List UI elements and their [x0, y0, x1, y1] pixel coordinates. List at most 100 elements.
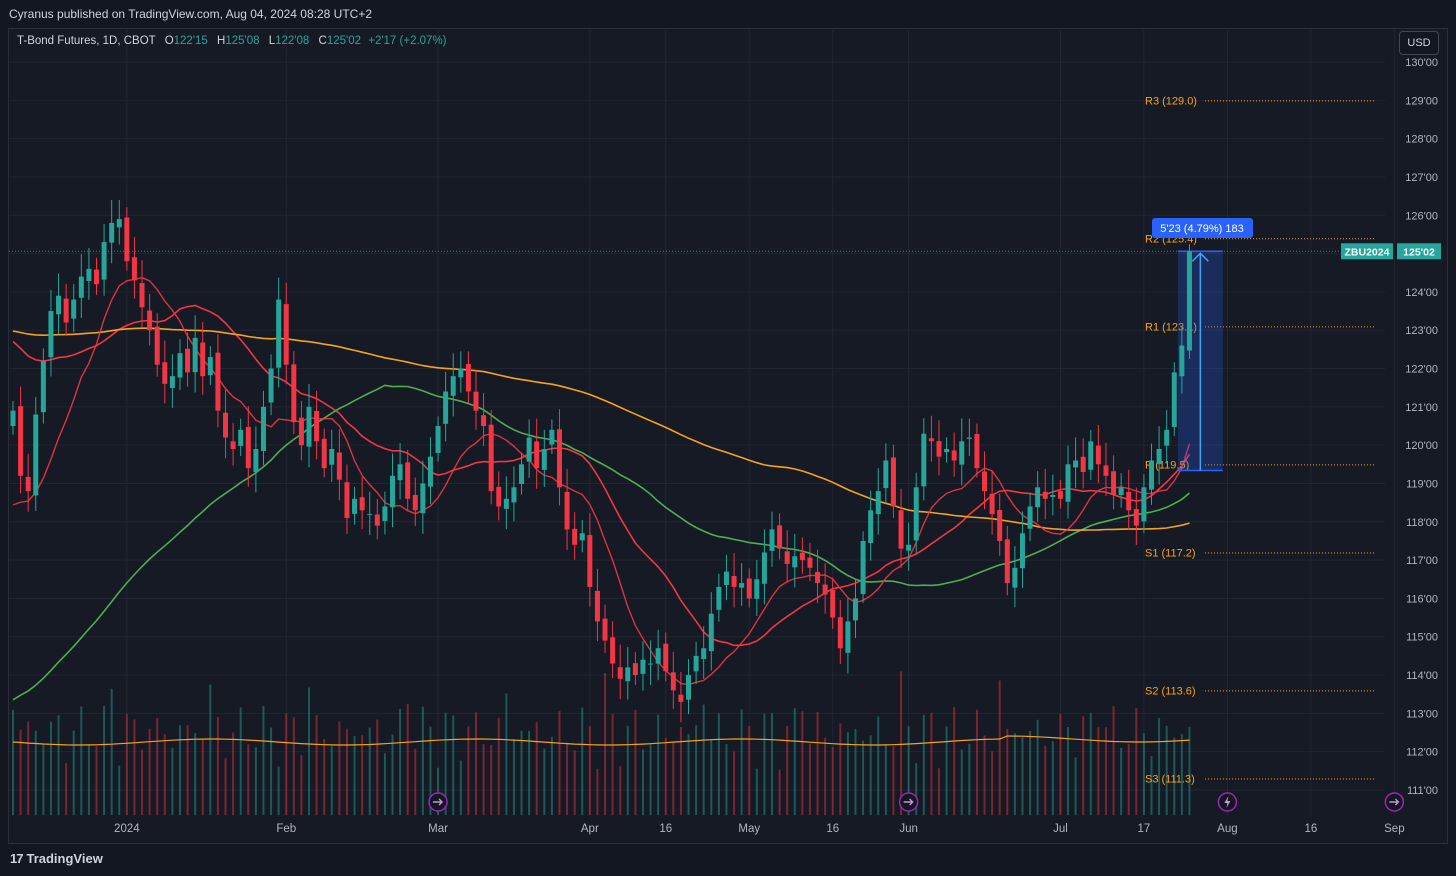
volume-bar — [634, 710, 637, 815]
candle-body — [420, 483, 426, 514]
volume-bar — [315, 714, 318, 815]
volume-bar — [763, 713, 766, 815]
volume-bar — [353, 735, 356, 815]
volume-bar — [626, 726, 629, 815]
volume-bar — [550, 736, 553, 815]
price-tick: 127'00 — [1405, 172, 1438, 184]
volume-bar — [930, 712, 933, 815]
candle-body — [594, 590, 600, 622]
candles — [10, 199, 1192, 723]
volume-bar — [1074, 757, 1077, 815]
candle-body — [1095, 445, 1101, 465]
volume-bar — [695, 725, 698, 815]
open-value: 122'15 — [173, 35, 208, 47]
time-tick: Feb — [276, 823, 296, 835]
price-tick: 121'00 — [1405, 402, 1438, 414]
candle-body — [473, 391, 479, 411]
volume-bar — [391, 734, 394, 815]
volume-bar — [717, 713, 720, 815]
candle-body — [792, 556, 798, 568]
candle-body — [769, 529, 775, 551]
low-label: L — [268, 35, 276, 47]
tradingview-logo[interactable]: 17 TradingView — [10, 851, 103, 866]
candle-body — [367, 514, 373, 516]
volume-bar — [1097, 727, 1100, 815]
volume-bar — [368, 727, 371, 815]
grid-lines — [9, 30, 1395, 815]
volume-bar — [664, 737, 667, 815]
volume-bar — [1112, 706, 1115, 815]
candle-body — [754, 579, 760, 599]
price-tick: 116'00 — [1406, 593, 1438, 605]
candle-body — [458, 368, 464, 378]
volume-bar — [224, 758, 227, 815]
volume-bar — [1142, 733, 1145, 815]
candle-body — [602, 618, 608, 641]
candle-body — [815, 571, 821, 584]
candle-body — [481, 415, 487, 426]
candle-body — [131, 257, 137, 281]
candle-body — [101, 242, 107, 280]
candle-body — [739, 583, 745, 588]
volume-bar — [619, 766, 622, 815]
time-tick: 16 — [659, 823, 672, 835]
candle-body — [192, 337, 198, 373]
volume-bar — [178, 725, 181, 815]
volume-bar — [239, 707, 242, 815]
candle-body — [625, 667, 631, 682]
symbol-legend: T-Bond Futures, 1D, CBOT O122'15 H125'08… — [17, 33, 447, 49]
candle-body — [549, 429, 555, 445]
volume-bar — [960, 749, 963, 815]
volume-bar — [900, 671, 903, 815]
volume-bar — [201, 739, 204, 815]
symbol-name[interactable]: T-Bond Futures, 1D, CBOT — [17, 35, 156, 47]
price-axis[interactable]: 130'00129'00128'00127'00126'00125'00124'… — [1405, 57, 1438, 797]
volume-bar — [512, 739, 515, 815]
price-tick: 124'00 — [1405, 287, 1438, 299]
candle-body — [63, 298, 69, 323]
event-markers[interactable] — [428, 792, 1405, 812]
candle-body — [534, 441, 540, 469]
candle-body — [860, 540, 866, 595]
candle-body — [488, 424, 494, 492]
volume-bar — [907, 726, 910, 815]
candle-body — [830, 590, 836, 618]
price-tick: 123'00 — [1405, 325, 1438, 337]
candle-body — [921, 433, 927, 487]
candle-body — [670, 672, 676, 691]
time-axis[interactable]: 2024 Feb Mar Apr 16 May 16 Jun Jul 17 Aug 16 Sep — [114, 823, 1405, 835]
volume-bar — [361, 734, 364, 815]
candle-body — [610, 637, 616, 664]
price-tick: 122'00 — [1405, 364, 1438, 376]
volume-bar — [922, 714, 925, 815]
candle-body — [997, 510, 1003, 541]
candle-body — [276, 299, 282, 368]
currency-button[interactable]: USD — [1399, 31, 1439, 55]
candle-body — [845, 621, 851, 653]
volume-bar — [399, 708, 402, 815]
candle-body — [511, 487, 517, 503]
volume-bar — [657, 714, 660, 815]
low-value: 122'08 — [275, 35, 310, 47]
candle-body — [784, 551, 790, 564]
volume-bar — [1150, 756, 1153, 815]
last-price-label: ZBU2024 125'02 — [1341, 243, 1441, 260]
volume-bar — [163, 734, 166, 815]
volume-bar — [641, 749, 644, 815]
price-tick: 129'00 — [1405, 95, 1438, 107]
candle-body — [572, 528, 578, 545]
candle-body — [412, 494, 418, 511]
measure-label-bg — [1152, 218, 1253, 238]
volume-bar — [330, 746, 333, 815]
candle-body — [746, 578, 752, 599]
volume-bar — [421, 706, 424, 815]
volume-bar — [1044, 745, 1047, 815]
measure-tool[interactable]: 5'23 (4.79%) 183 — [1152, 218, 1253, 472]
time-tick: May — [738, 823, 760, 835]
candle-body — [519, 464, 525, 484]
candle-body — [291, 364, 297, 423]
candle-body — [1080, 456, 1086, 472]
arrow-glyph — [433, 798, 444, 806]
last-price-tag-bg — [1397, 243, 1441, 260]
